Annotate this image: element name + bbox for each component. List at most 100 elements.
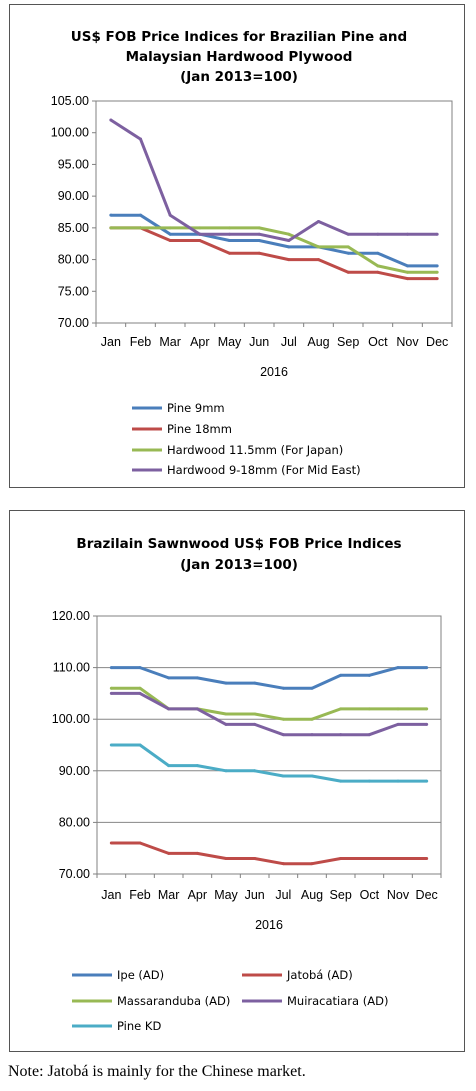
data-point (228, 232, 231, 236)
chart-title-line: (Jan 2013=100) (180, 69, 298, 85)
x-tick-label: May (214, 888, 238, 902)
data-point (367, 707, 371, 711)
x-tick-label: Apr (190, 335, 209, 349)
plywood-price-chart: US$ FOB Price Indices for Brazilian Pine… (9, 4, 465, 488)
data-point (138, 691, 142, 695)
data-point (425, 666, 429, 670)
x-tick-label: Jan (101, 888, 121, 902)
data-point (287, 239, 291, 243)
x-tick-label: Jun (249, 335, 269, 349)
data-point (257, 232, 261, 236)
data-point (195, 707, 199, 711)
data-point (317, 258, 320, 262)
data-point (253, 722, 257, 726)
x-tick-label: Nov (387, 888, 410, 902)
data-point (109, 213, 113, 217)
data-point (435, 232, 439, 236)
data-point (195, 676, 199, 680)
chart-title-line: (Jan 2013=100) (180, 557, 298, 573)
data-point (139, 226, 142, 230)
data-point (109, 691, 113, 695)
y-tick-label: 70.00 (59, 867, 90, 881)
data-point (253, 712, 257, 716)
y-tick-label: 85.00 (58, 221, 89, 235)
data-point (406, 270, 409, 274)
data-point (435, 264, 439, 268)
data-point (317, 245, 320, 249)
chart-title-line: US$ FOB Price Indices for Brazilian Pine… (71, 29, 407, 45)
data-point (281, 774, 285, 778)
x-tick-label: Apr (188, 888, 207, 902)
data-point (168, 239, 172, 243)
data-point (376, 232, 380, 236)
legend-label: Jatobá (AD) (286, 968, 353, 982)
data-point (138, 686, 142, 690)
y-tick-label: 95.00 (58, 157, 89, 171)
chart-title-line: Malaysian Hardwood Plywood (126, 49, 353, 65)
data-point (109, 841, 113, 845)
data-point (339, 857, 343, 861)
data-point (224, 681, 228, 685)
data-point (257, 239, 261, 243)
sawnwood-chart-svg: Brazilain Sawnwood US$ FOB Price Indices… (52, 536, 442, 1033)
data-point (109, 118, 113, 122)
data-point (376, 264, 380, 268)
data-point (228, 226, 231, 230)
data-point (167, 764, 171, 768)
series-line (110, 226, 438, 274)
data-point (167, 707, 171, 711)
x-axis-label: 2016 (260, 365, 288, 379)
data-point (198, 232, 202, 236)
data-point (168, 232, 172, 236)
series-line (110, 213, 438, 268)
data-point (376, 251, 380, 255)
y-tick-label: 80.00 (59, 815, 90, 829)
data-point (396, 779, 400, 783)
data-point (281, 862, 285, 866)
plywood-chart-svg: US$ FOB Price Indices for Brazilian Pine… (51, 29, 453, 477)
data-point (257, 226, 261, 230)
data-point (346, 251, 350, 255)
y-tick-label: 90.00 (58, 189, 89, 203)
data-point (346, 245, 350, 249)
data-point (396, 857, 400, 861)
y-tick-label: 100.00 (51, 126, 89, 140)
x-tick-label: Aug (301, 888, 323, 902)
series-line (111, 743, 427, 783)
legend-label: Hardwood 11.5mm (For Japan) (167, 443, 343, 457)
series-line (111, 666, 427, 690)
data-point (253, 681, 257, 685)
x-axis-label: 2016 (255, 918, 283, 932)
data-point (139, 137, 142, 141)
data-point (224, 769, 228, 773)
y-tick-label: 120.00 (52, 609, 90, 623)
data-point (406, 264, 409, 268)
plot-area (95, 100, 453, 324)
data-point (406, 277, 409, 281)
data-point (406, 232, 409, 236)
data-point (224, 712, 228, 716)
data-point (168, 213, 172, 217)
x-tick-label: Jan (101, 335, 121, 349)
x-tick-label: Feb (129, 888, 151, 902)
x-tick-label: Aug (307, 335, 329, 349)
data-point (228, 251, 231, 255)
data-point (198, 239, 202, 243)
legend-label: Muiracatiara (AD) (287, 994, 388, 1008)
chart-title-line: Brazilain Sawnwood US$ FOB Price Indices (76, 536, 401, 552)
data-point (339, 733, 343, 737)
data-point (138, 743, 142, 747)
data-point (281, 733, 285, 737)
data-point (287, 258, 291, 262)
plot-area (96, 615, 442, 875)
data-point (253, 857, 257, 861)
sawnwood-price-chart: Brazilain Sawnwood US$ FOB Price Indices… (9, 510, 465, 1052)
y-tick-label: 80.00 (58, 253, 89, 267)
data-point (367, 857, 371, 861)
x-tick-label: Oct (360, 888, 380, 902)
data-point (224, 722, 228, 726)
data-point (346, 270, 350, 274)
data-point (425, 857, 429, 861)
data-point (396, 707, 400, 711)
legend-label: Pine 18mm (167, 422, 232, 436)
